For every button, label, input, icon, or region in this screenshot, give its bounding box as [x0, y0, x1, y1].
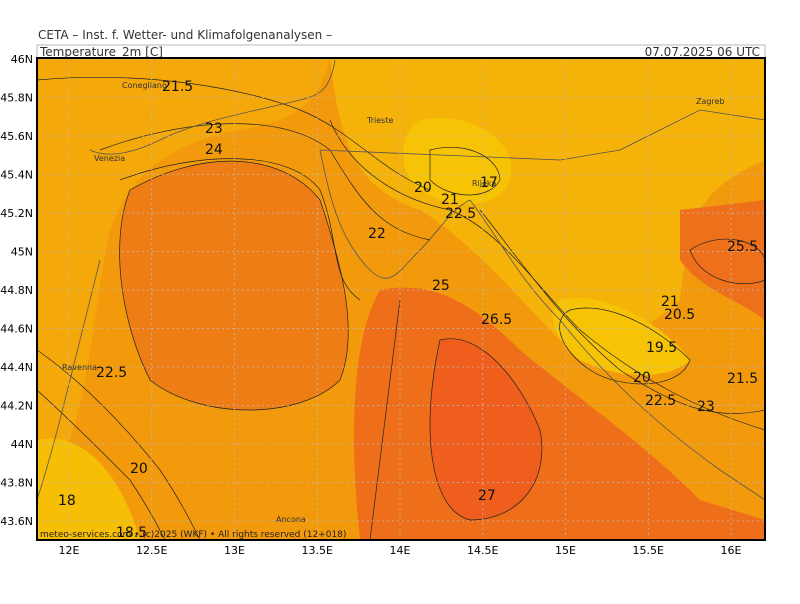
graticule — [37, 58, 765, 540]
lon-label: 15E — [555, 544, 576, 557]
city-label: Conegliano — [122, 81, 167, 90]
contour-label: 19.5 — [646, 340, 677, 356]
lat-label: 44.2N — [0, 400, 33, 413]
field-zone — [552, 298, 690, 375]
field-zone — [119, 161, 349, 410]
city-label: Ravenna — [62, 363, 97, 372]
lat-label: 45.2N — [0, 207, 33, 220]
lat-label: 44N — [11, 438, 33, 451]
lon-label: 13.5E — [302, 544, 333, 557]
field-zone — [430, 338, 542, 520]
contour-label: 20.5 — [664, 307, 695, 323]
lat-label: 44.8N — [0, 284, 33, 297]
lon-label: 12.5E — [136, 544, 167, 557]
contour-label: 20 — [130, 461, 148, 477]
lat-label: 45.4N — [0, 169, 33, 182]
city-label: Zagreb — [696, 97, 725, 106]
contour-label: 22.5 — [445, 206, 476, 222]
contour-labels: 21.5 23 24 20 21 22.5 17 22 25 26.5 25.5… — [58, 79, 758, 541]
contour-label: 26.5 — [481, 312, 512, 328]
valid-time: 07.07.2025 06 UTC — [645, 45, 760, 59]
contour-label: 27 — [478, 488, 496, 504]
contour-label: 22.5 — [96, 365, 127, 381]
contour-label: 17 — [480, 175, 498, 191]
lat-label: 43.6N — [0, 515, 33, 528]
lat-label: 45N — [11, 246, 33, 259]
contour-label: 24 — [205, 142, 223, 158]
city-labels: Conegliano Venezia Trieste Rijeka Zagreb… — [62, 81, 725, 524]
lat-label: 45.8N — [0, 92, 33, 105]
contour-label: 25.5 — [727, 239, 758, 255]
contour-label: 21 — [661, 294, 679, 310]
contour-label: 20 — [414, 180, 432, 196]
map-frame — [36, 57, 766, 541]
lat-label: 46N — [11, 53, 33, 66]
contour-label: 23 — [697, 399, 715, 415]
lat-label: 45.6N — [0, 130, 33, 143]
contour-label: 21 — [441, 192, 459, 208]
lat-label: 43.8N — [0, 477, 33, 490]
axis-labels: 46N 45.8N 45.6N 45.4N 45.2N 45N 44.8N 44.6N 44.4… — [0, 53, 741, 557]
contour-label: 22.5 — [645, 393, 676, 409]
contours — [37, 76, 765, 540]
contour-label: 23 — [205, 121, 223, 137]
city-label: Ancona — [276, 515, 306, 524]
variable-title: Temperature_2m [C] — [39, 45, 163, 59]
field-zone — [37, 58, 330, 450]
lon-label: 12E — [59, 544, 80, 557]
lat-label: 44.4N — [0, 361, 33, 374]
contour-label: 20 — [633, 370, 651, 386]
coastlines — [37, 59, 765, 501]
lon-label: 16E — [721, 544, 742, 557]
contour-label: 22 — [368, 226, 386, 242]
contour-label: 25 — [432, 278, 450, 294]
contour-label: 21.5 — [727, 371, 758, 387]
copyright: meteo-services.com • (c)2025 (WKF) • All… — [40, 530, 346, 540]
lon-label: 14.5E — [467, 544, 498, 557]
lon-label: 13E — [224, 544, 245, 557]
city-label: Trieste — [366, 116, 393, 125]
contour-label: 18 — [58, 493, 76, 509]
contour-label: 21.5 — [162, 79, 193, 95]
contour-label: 18.5 — [116, 525, 147, 541]
lat-label: 44.6N — [0, 323, 33, 336]
field-zone — [37, 438, 140, 540]
source-title: CETA – Inst. f. Wetter- und Klimafolgena… — [38, 28, 332, 42]
city-label: Venezia — [94, 154, 125, 163]
lon-label: 15.5E — [633, 544, 664, 557]
city-label: Rijeka — [472, 179, 496, 188]
lon-label: 14E — [390, 544, 411, 557]
field-zone — [403, 118, 512, 204]
temperature-field: 21.5 23 24 20 21 22.5 17 22 25 26.5 25.5… — [37, 58, 765, 541]
